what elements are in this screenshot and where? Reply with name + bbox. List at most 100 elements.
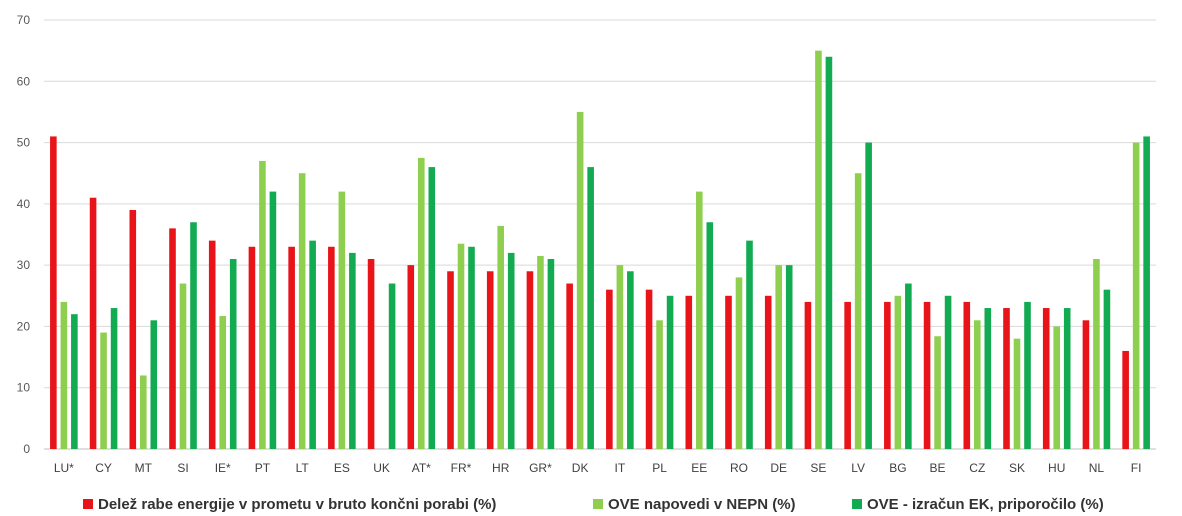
x-tick-label: SK — [1009, 461, 1025, 475]
bar-si-series-2 — [179, 283, 187, 449]
bar-be-series-2 — [934, 336, 941, 449]
grid — [44, 19, 1156, 450]
y-tick-label: 60 — [17, 74, 31, 88]
legend-label-3: OVE - izračun EK, priporočilo (%) — [867, 496, 1104, 513]
bar-fr-series-3 — [468, 246, 475, 449]
bar-at-series-2 — [417, 157, 425, 449]
bar-cy-series-3 — [110, 308, 118, 449]
bar-at-series-3 — [428, 167, 436, 449]
x-tick-label: DE — [770, 461, 787, 475]
bar-pl-series-2 — [656, 320, 663, 449]
bar-cz-series-2 — [973, 320, 981, 449]
bar-ro-series-3 — [746, 240, 753, 449]
x-tick-label: IT — [615, 461, 626, 475]
bar-bg-series-1 — [884, 301, 891, 449]
bar-ee-series-3 — [706, 222, 714, 449]
bar-ee-series-1 — [685, 295, 693, 449]
x-tick-label: DK — [572, 461, 589, 475]
bar-bg-series-2 — [894, 295, 902, 449]
x-tick-label: BE — [930, 461, 946, 475]
bar-ie-series-1 — [208, 240, 216, 449]
x-tick-label: FI — [1131, 461, 1142, 475]
bar-es-series-1 — [328, 246, 335, 449]
x-tick-label: UK — [373, 461, 390, 475]
x-tick-label: CZ — [969, 461, 985, 475]
x-tick-label: LU* — [54, 461, 74, 475]
bar-hu-series-2 — [1053, 326, 1061, 449]
bar-lu-series-2 — [60, 301, 68, 449]
bar-uk-series-1 — [367, 259, 375, 449]
bar-lv-series-2 — [854, 173, 862, 449]
bar-hr-series-2 — [497, 225, 505, 449]
legend: Delež rabe energije v prometu v bruto ko… — [83, 496, 1104, 513]
bar-de-series-1 — [764, 295, 772, 449]
bar-sk-series-1 — [1003, 308, 1010, 449]
bar-uk-series-3 — [388, 283, 396, 449]
x-tick-label: NL — [1089, 461, 1105, 475]
y-tick-label: 40 — [17, 197, 31, 211]
x-tick-label: PL — [652, 461, 667, 475]
bar-lt-series-1 — [288, 246, 295, 449]
bar-at-series-1 — [407, 265, 415, 449]
bar-es-series-2 — [338, 191, 346, 449]
bar-de-series-3 — [785, 265, 793, 449]
bar-si-series-1 — [169, 228, 176, 449]
bar-hu-series-3 — [1063, 308, 1071, 449]
bar-pl-series-1 — [645, 289, 653, 449]
bar-fr-series-1 — [447, 271, 454, 449]
bar-es-series-3 — [349, 252, 356, 449]
bar-ie-series-2 — [219, 316, 227, 449]
bar-gr-series-1 — [526, 271, 534, 449]
bar-cz-series-1 — [963, 301, 971, 449]
bar-fi-series-2 — [1132, 142, 1140, 449]
legend-swatch-2 — [593, 499, 603, 509]
bar-se-series-3 — [825, 56, 833, 450]
bar-ro-series-1 — [725, 295, 732, 449]
bar-it-series-1 — [606, 289, 613, 449]
x-tick-label: RO — [730, 461, 748, 475]
x-tick-label: IE* — [215, 461, 231, 475]
bar-nl-series-1 — [1082, 320, 1090, 449]
bar-se-series-1 — [804, 301, 812, 449]
y-tick-label: 50 — [17, 136, 31, 150]
bar-ie-series-3 — [229, 259, 237, 449]
bar-gr-series-2 — [537, 255, 544, 449]
x-tick-label: HU — [1048, 461, 1065, 475]
x-tick-label: PT — [255, 461, 271, 475]
y-tick-label: 70 — [17, 13, 31, 27]
bar-fi-series-1 — [1122, 350, 1129, 449]
x-tick-label: LV — [851, 461, 865, 475]
bar-it-series-2 — [616, 265, 624, 449]
y-tick-label: 30 — [17, 258, 31, 272]
bar-lv-series-3 — [865, 142, 872, 449]
x-tick-label: SE — [810, 461, 826, 475]
x-tick-label: BG — [889, 461, 906, 475]
bar-fr-series-2 — [457, 243, 465, 449]
x-tick-label: EE — [691, 461, 707, 475]
bar-lt-series-2 — [298, 173, 306, 449]
bar-sk-series-2 — [1013, 338, 1021, 449]
bar-pt-series-3 — [269, 191, 277, 449]
bar-hr-series-3 — [507, 252, 515, 449]
x-tick-label: LT — [296, 461, 310, 475]
bar-bg-series-3 — [905, 283, 912, 449]
bar-lv-series-1 — [844, 301, 851, 449]
bar-be-series-1 — [923, 301, 931, 449]
legend-swatch-3 — [852, 499, 862, 509]
bar-dk-series-1 — [566, 283, 573, 449]
bar-cy-series-2 — [100, 332, 107, 449]
bars — [50, 50, 1150, 450]
x-tick-label: FR* — [451, 461, 472, 475]
bar-lu-series-1 — [50, 136, 57, 449]
bar-dk-series-3 — [587, 167, 594, 449]
bar-pl-series-3 — [666, 295, 674, 449]
legend-label-2: OVE napovedi v NEPN (%) — [608, 496, 796, 513]
bar-dk-series-2 — [576, 111, 584, 450]
x-tick-label: SI — [177, 461, 188, 475]
x-tick-label: AT* — [412, 461, 431, 475]
bar-sk-series-3 — [1024, 301, 1031, 449]
bar-se-series-2 — [815, 50, 822, 449]
y-tick-label: 0 — [23, 442, 30, 456]
